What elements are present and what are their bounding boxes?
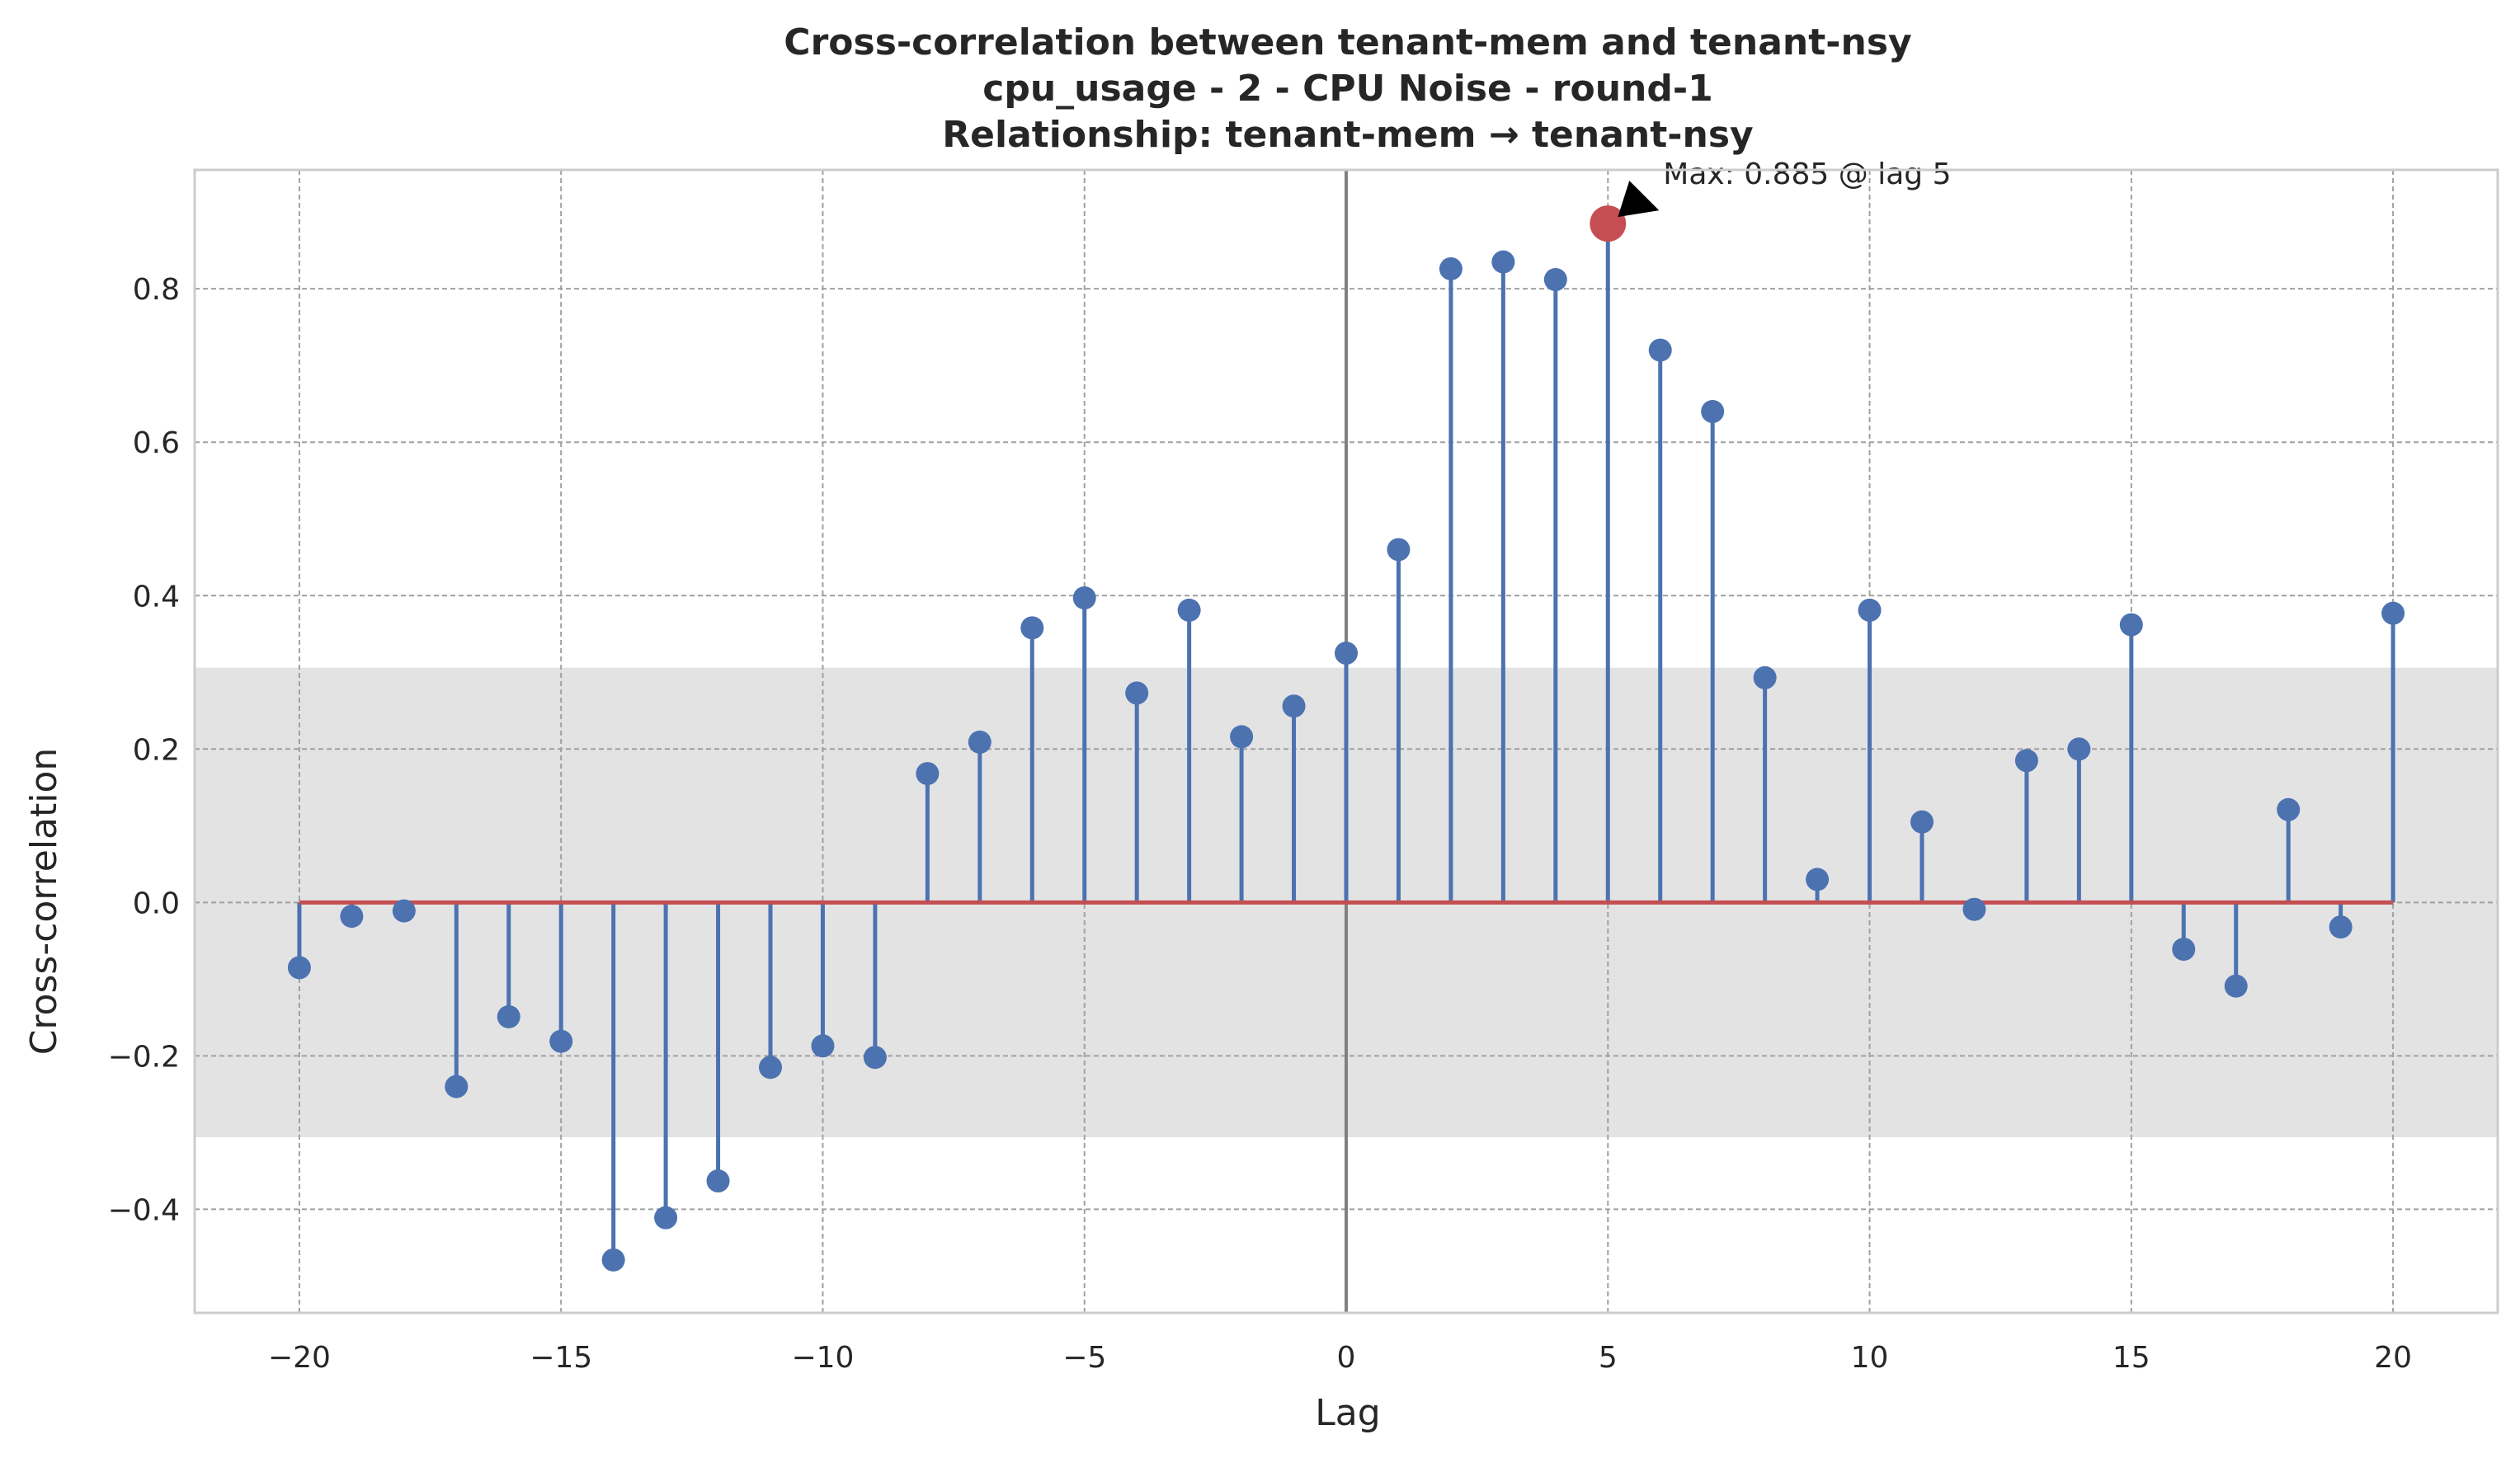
stem-marker: [1072, 586, 1096, 610]
stem-marker: [340, 905, 364, 929]
x-tick-label: 5: [1599, 1341, 1618, 1375]
stem-marker: [2224, 974, 2248, 998]
stem-marker: [1335, 642, 1358, 666]
x-tick-label: 20: [2374, 1341, 2412, 1375]
stem-marker: [2277, 797, 2301, 821]
stem-marker: [2067, 737, 2091, 761]
x-axis-label: Lag: [1315, 1392, 1380, 1434]
chart-title: Cross-correlation between tenant-mem and…: [784, 21, 1911, 156]
stem-marker: [1962, 897, 1986, 921]
x-tick-label: 10: [1851, 1341, 1889, 1375]
stem-marker: [706, 1169, 730, 1193]
stem-marker: [1910, 810, 1934, 834]
stem-marker: [2329, 915, 2353, 939]
x-tick-label: −15: [530, 1341, 592, 1375]
chart-title-line-3: Relationship: tenant-mem → tenant-nsy: [942, 114, 1753, 156]
y-tick-label: 0.0: [133, 887, 180, 920]
stem-marker: [2014, 749, 2038, 773]
stem-marker: [1701, 400, 1725, 424]
stem-marker: [2119, 613, 2143, 637]
annotation-arrow-icon: [1618, 181, 1660, 218]
stem-marker: [497, 1004, 520, 1028]
stem-marker: [1858, 598, 1882, 622]
chart-title-line-1: Cross-correlation between tenant-mem and…: [784, 21, 1911, 63]
y-tick-label: 0.8: [133, 273, 180, 307]
stem-marker: [1125, 681, 1149, 705]
y-tick-label: 0.2: [133, 733, 180, 767]
stem-marker: [1230, 725, 1254, 749]
stem-marker: [1282, 694, 1306, 718]
x-tick-label: 0: [1337, 1341, 1356, 1375]
x-tick-labels: −20 −15 −10 −5 0 5 10 15 20: [268, 1341, 2412, 1375]
y-tick-label: 0.6: [133, 426, 180, 460]
stem-marker: [811, 1034, 835, 1058]
stem-marker: [392, 899, 416, 923]
stem-marker: [287, 956, 311, 980]
stem-marker: [1020, 616, 1044, 640]
y-tick-label: 0.4: [133, 580, 180, 614]
stem-marker: [759, 1056, 782, 1079]
stem-marker: [968, 730, 992, 754]
stems: [297, 223, 2395, 1260]
max-marker: [1590, 205, 1627, 242]
stem-marker: [445, 1075, 469, 1098]
markers: [287, 212, 2405, 1272]
plot-frame: [193, 168, 2499, 1315]
y-axis-label: Cross-correlation: [23, 748, 65, 1056]
stem-marker: [1387, 538, 1411, 562]
stem-marker: [916, 762, 940, 786]
y-tick-label: −0.4: [108, 1193, 180, 1227]
stem-marker: [1648, 338, 1672, 362]
stem-marker: [549, 1029, 573, 1053]
y-tick-label: −0.2: [108, 1040, 180, 1074]
chart-title-line-2: cpu_usage - 2 - CPU Noise - round-1: [982, 68, 1712, 110]
stem-marker: [1806, 868, 1830, 891]
stem-marker: [863, 1046, 887, 1070]
stem-marker: [2381, 601, 2405, 625]
x-tick-label: −20: [268, 1341, 331, 1375]
stem-marker: [1543, 268, 1567, 292]
stem-marker: [1491, 250, 1515, 274]
stem-marker: [601, 1248, 625, 1272]
max-annotation: Max: 0.885 @ lag 5: [1663, 158, 1951, 191]
x-tick-label: −5: [1062, 1341, 1106, 1375]
stem-marker: [654, 1206, 678, 1230]
stem-marker: [2172, 938, 2196, 962]
stem-marker: [1753, 666, 1777, 689]
x-tick-label: 15: [2113, 1341, 2150, 1375]
x-tick-label: −10: [791, 1341, 854, 1375]
stem-marker: [1177, 598, 1201, 622]
stem-marker: [1439, 256, 1463, 280]
y-tick-labels: −0.4 −0.2 0.0 0.2 0.4 0.6 0.8: [108, 273, 180, 1227]
